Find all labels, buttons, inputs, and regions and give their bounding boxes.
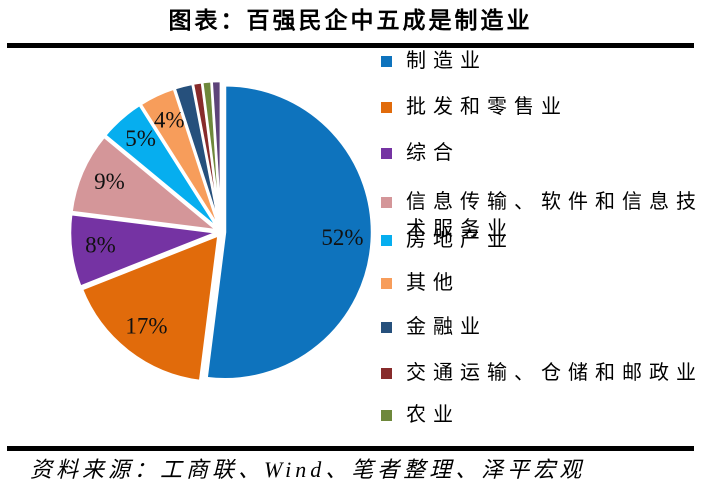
- pie-percent-label: 8%: [85, 232, 116, 257]
- legend-label: 其他: [406, 272, 460, 294]
- legend-swatch: [381, 148, 392, 159]
- legend-swatch: [381, 410, 392, 421]
- legend-item-2: 批发和零售业: [381, 94, 701, 121]
- legend-swatch: [381, 278, 392, 289]
- legend-item-3: 综合: [381, 140, 701, 167]
- legend-item-4: 信息传输、软件和信息技术服务业: [381, 189, 701, 243]
- pie-percent-label: 4%: [154, 107, 185, 132]
- pie-percent-label: 9%: [94, 169, 125, 194]
- pie-percent-label: 17%: [125, 313, 167, 338]
- pie-slice-1: [205, 84, 374, 381]
- pie-slice-4: [70, 135, 219, 232]
- chart-title: 图表：百强民企中五成是制造业: [168, 8, 533, 33]
- legend-swatch: [381, 368, 392, 379]
- legend-swatch: [381, 56, 392, 67]
- pie-percent-label: 52%: [321, 225, 363, 250]
- legend-item-9: 农业: [381, 402, 701, 429]
- legend-label: 信息传输、软件和信息技术服务业: [406, 191, 701, 240]
- top-rule: [7, 43, 694, 48]
- legend: 制造业批发和零售业 综合信息传输、软件和信息技术服务业 房地产业其他金融业交通运输、…: [381, 0, 701, 440]
- legend-label: 批发和零售业: [406, 96, 568, 118]
- legend-label: 交通运输、仓储和邮政业: [406, 362, 701, 384]
- pie-slice-3: [68, 212, 219, 288]
- source-note: 资料来源：工商联、Wind、笔者整理、泽平宏观: [30, 457, 586, 482]
- legend-item-1: 制造业: [381, 48, 701, 75]
- legend-label: 房地产业: [406, 229, 514, 251]
- legend-swatch: [381, 102, 392, 113]
- pie-slice-10: [210, 79, 223, 230]
- legend-swatch: [381, 235, 392, 246]
- pie-percent-label: 5%: [125, 126, 156, 151]
- legend-swatch: [381, 197, 392, 208]
- pie-chart: 52% 17% 8% 9%5%4%: [68, 79, 374, 383]
- legend-label: 综合: [406, 142, 460, 164]
- legend-item-5: 房地产业: [381, 227, 701, 254]
- bottom-rule: [7, 446, 694, 451]
- pie-slice-2: [80, 233, 220, 383]
- legend-item-7: 金融业: [381, 314, 701, 341]
- legend-item-6: 其他: [381, 270, 701, 297]
- legend-label: 金融业: [406, 316, 487, 338]
- legend-item-8: 交通运输、仓储和邮政业: [381, 360, 701, 387]
- legend-label: 制造业: [406, 50, 487, 72]
- legend-label: 农业: [406, 404, 460, 426]
- legend-swatch: [381, 322, 392, 333]
